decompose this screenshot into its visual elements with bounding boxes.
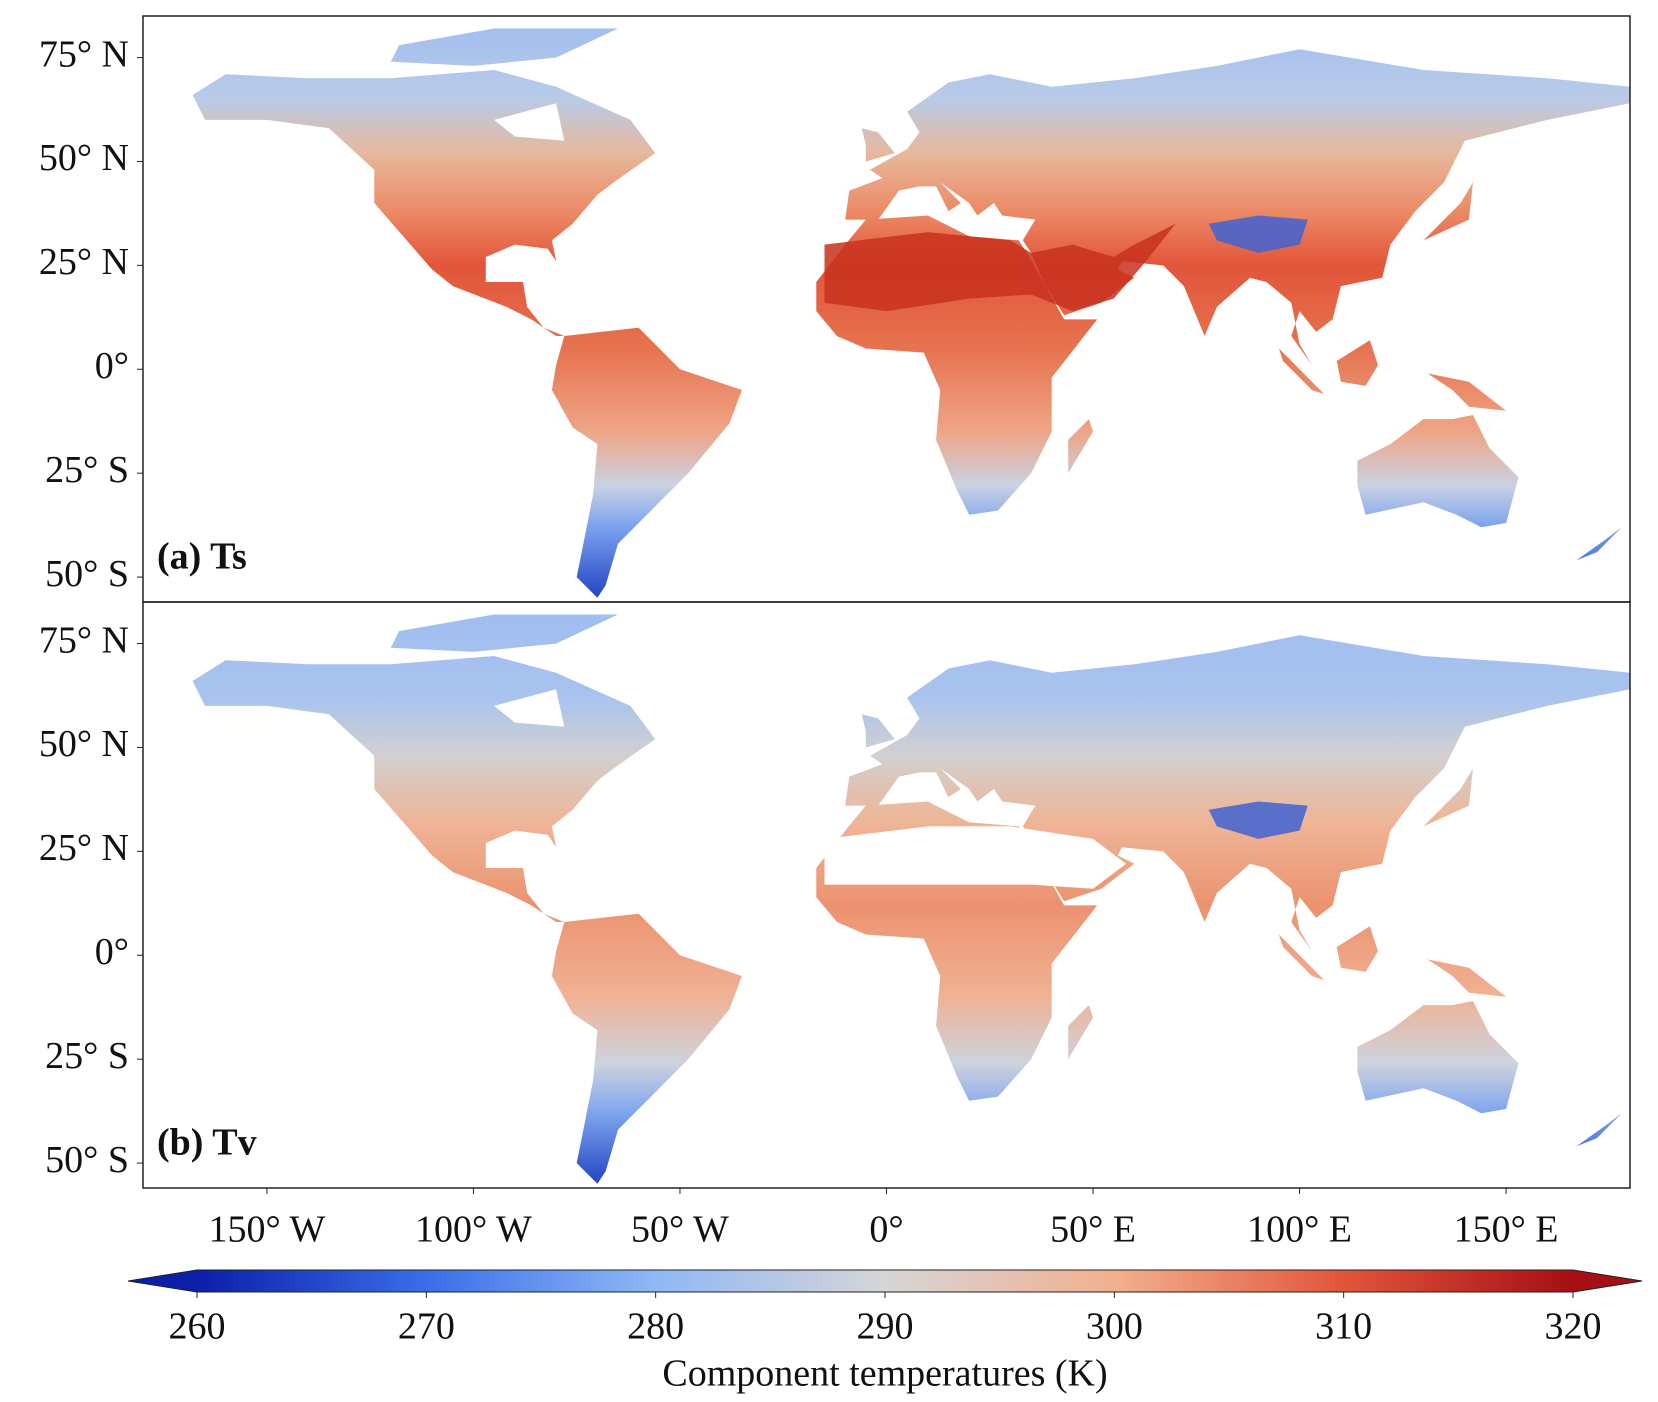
y-tick-label: 25° N: [39, 241, 129, 283]
colorbar-extend-low: [128, 1270, 197, 1292]
y-tick-label: 0°: [95, 345, 129, 387]
land-au: [1357, 1001, 1519, 1114]
panel-label: (b) Tv: [157, 1122, 257, 1164]
x-tick-label: 50° E: [1050, 1209, 1136, 1251]
y-tick-label: 75° N: [39, 33, 129, 75]
hudson-bay: [494, 103, 565, 141]
land-png: [1427, 959, 1507, 997]
land-eu: [845, 635, 1630, 952]
land-nz: [1576, 1113, 1622, 1147]
y-tick-label: 50° S: [45, 553, 129, 595]
land-na: [192, 656, 656, 922]
y-tick-label: 25° S: [45, 1035, 129, 1077]
hot-desert: [824, 223, 1176, 312]
land-arctic: [390, 28, 618, 66]
land-sumatra: [1278, 934, 1325, 981]
y-tick-label: 75° N: [39, 619, 129, 661]
y-tick-label: 25° S: [45, 449, 129, 491]
colorbar: [197, 1270, 1573, 1292]
colorbar-tick-label: 280: [627, 1306, 684, 1348]
colorbar-tick-label: 300: [1086, 1306, 1143, 1348]
colorbar-label: Component temperatures (K): [662, 1353, 1107, 1395]
land-au: [1357, 415, 1519, 528]
land-japan: [1423, 182, 1473, 241]
colorbar-tick-label: 290: [857, 1306, 914, 1348]
land-sumatra: [1278, 348, 1325, 395]
y-tick-label: 50° N: [39, 723, 129, 765]
tibet: [1208, 215, 1308, 253]
land-png: [1427, 373, 1507, 411]
y-tick-label: 0°: [95, 931, 129, 973]
y-tick-label: 50° S: [45, 1139, 129, 1181]
land-japan: [1423, 768, 1473, 827]
land-borneo: [1336, 926, 1378, 972]
land-mad: [1068, 419, 1093, 474]
colorbar-tick-label: 260: [169, 1306, 226, 1348]
land-eu: [845, 49, 1630, 366]
land-borneo: [1336, 340, 1378, 386]
land-uk: [861, 714, 895, 748]
land-mad: [1068, 1005, 1093, 1060]
colorbar-extend-high: [1573, 1270, 1642, 1292]
hudson-bay: [494, 689, 565, 727]
tibet: [1208, 801, 1308, 839]
land-sa: [551, 327, 742, 598]
y-tick-label: 25° N: [39, 827, 129, 869]
land-sa: [551, 913, 742, 1184]
x-tick-label: 100° W: [415, 1209, 532, 1251]
map-panel: [192, 614, 1630, 1184]
colorbar-tick-label: 320: [1545, 1306, 1602, 1348]
no-vegetation: [824, 826, 1127, 889]
land-arctic: [390, 614, 618, 652]
y-tick-label: 50° N: [39, 137, 129, 179]
panel-label: (a) Ts: [157, 536, 247, 578]
map-panel: [192, 28, 1630, 598]
land-nz: [1576, 527, 1622, 561]
land-na: [192, 70, 656, 336]
colorbar-tick-label: 310: [1315, 1306, 1372, 1348]
x-tick-label: 50° W: [631, 1209, 729, 1251]
x-tick-label: 150° E: [1454, 1209, 1559, 1251]
land-uk: [861, 128, 895, 162]
x-tick-label: 0°: [869, 1209, 903, 1251]
x-tick-label: 150° W: [208, 1209, 325, 1251]
x-tick-label: 100° E: [1247, 1209, 1352, 1251]
colorbar-tick-label: 270: [398, 1306, 455, 1348]
